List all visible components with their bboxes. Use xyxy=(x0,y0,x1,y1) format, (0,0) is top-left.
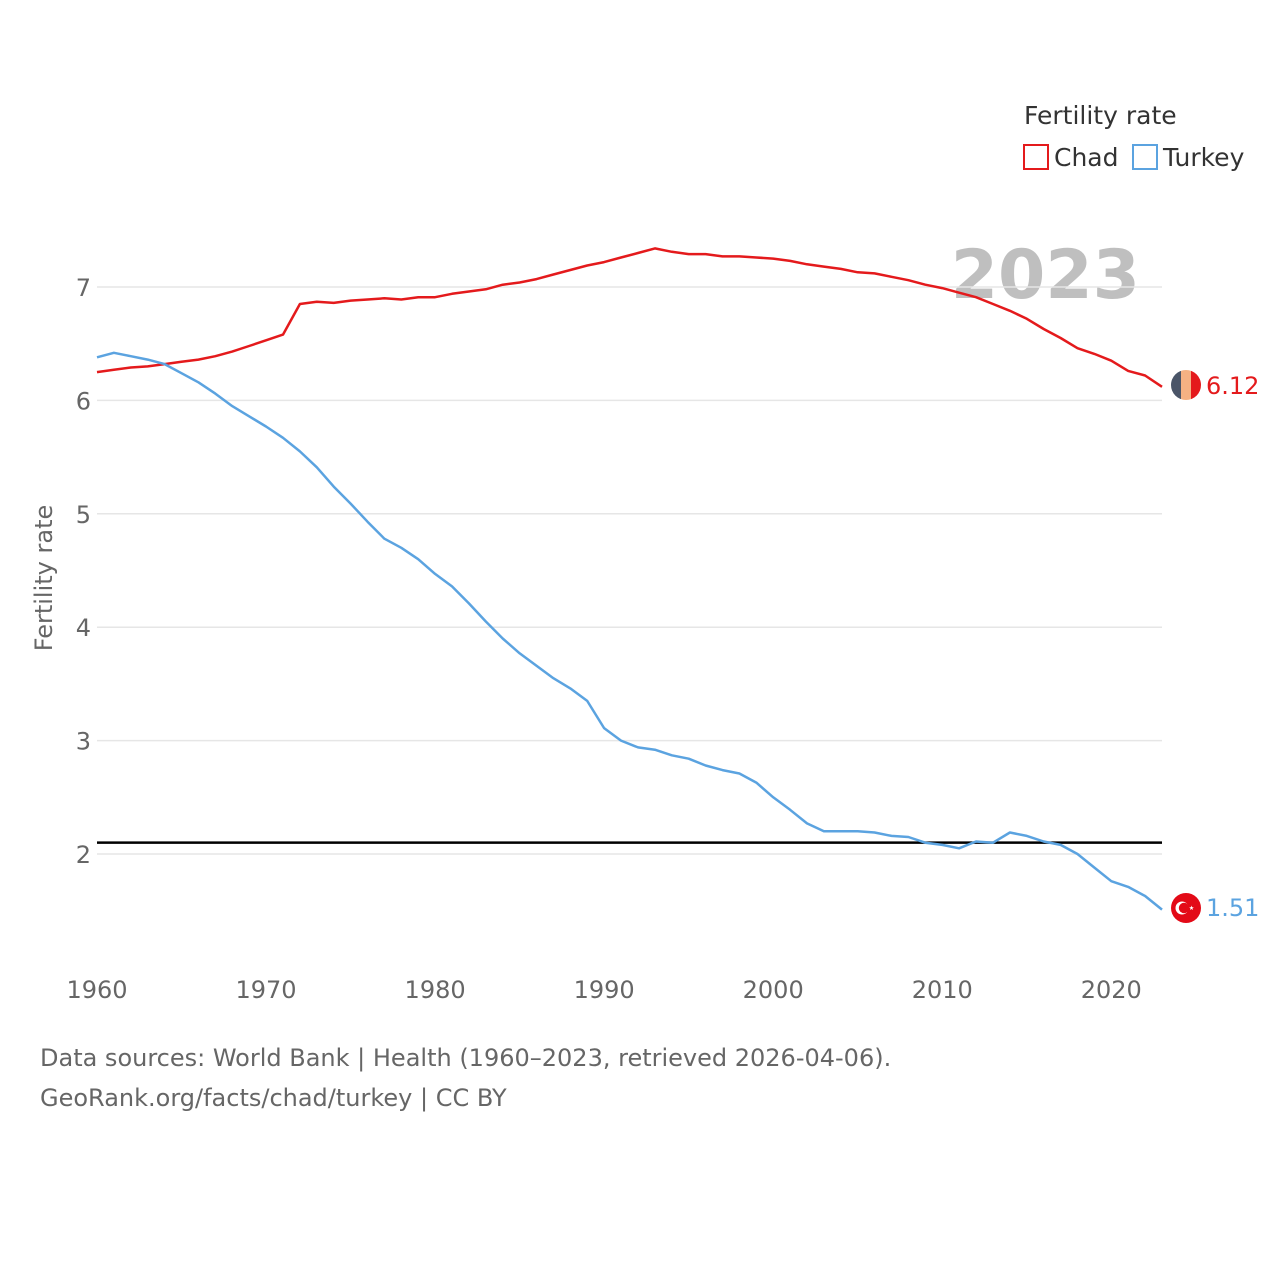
legend-swatch-turkey xyxy=(1132,144,1158,170)
y-tick-label: 6 xyxy=(76,387,91,415)
legend: Fertility rate Chad Turkey xyxy=(1023,101,1245,172)
legend-label-turkey: Turkey xyxy=(1162,143,1245,172)
x-tick-label: 1990 xyxy=(574,976,635,1004)
y-tick-labels: 2 3 4 5 6 7 xyxy=(76,274,91,869)
y-tick-label: 4 xyxy=(76,614,91,642)
legend-swatch-chad xyxy=(1023,144,1049,170)
series-line-turkey[interactable] xyxy=(96,351,1163,911)
attribution-link[interactable]: GeoRank.org/facts/chad/turkey | CC BY xyxy=(40,1084,507,1112)
x-tick-label: 1960 xyxy=(66,976,127,1004)
x-tick-labels: 1960 1970 1980 1990 2000 2010 2020 xyxy=(66,976,1141,1004)
y-tick-label: 3 xyxy=(76,728,91,756)
legend-title: Fertility rate xyxy=(1024,101,1177,130)
y-tick-label: 5 xyxy=(76,501,91,529)
x-tick-label: 2010 xyxy=(912,976,973,1004)
legend-item-turkey[interactable]: Turkey xyxy=(1132,143,1245,172)
chad-flag-stripe-yellow xyxy=(1181,370,1191,400)
turkey-flag-star xyxy=(1189,905,1194,910)
chad-flag-stripe-red xyxy=(1191,370,1201,400)
legend-item-chad[interactable]: Chad xyxy=(1023,143,1119,172)
data-sources-note: Data sources: World Bank | Health (1960–… xyxy=(40,1044,892,1072)
end-value-label-turkey: 1.51 xyxy=(1206,894,1259,922)
y-tick-label: 2 xyxy=(76,841,91,869)
grid-lines xyxy=(97,286,1162,855)
y-tick-label: 7 xyxy=(76,274,91,302)
chad-flag-stripe-blue xyxy=(1171,370,1181,400)
x-tick-label: 2000 xyxy=(743,976,804,1004)
chad-flag-marker xyxy=(1171,370,1201,400)
legend-label-chad: Chad xyxy=(1054,143,1119,172)
year-badge: 2023 xyxy=(951,236,1140,315)
turkey-flag-crescent-inner xyxy=(1178,902,1190,914)
x-tick-label: 1980 xyxy=(405,976,466,1004)
x-tick-label: 1970 xyxy=(236,976,297,1004)
y-axis-title: Fertility rate xyxy=(30,505,58,652)
end-value-label-chad: 6.12 xyxy=(1206,372,1259,400)
turkey-flag-marker xyxy=(1171,893,1201,923)
x-tick-label: 2020 xyxy=(1081,976,1142,1004)
series-line-chad[interactable] xyxy=(96,247,1163,388)
series-lines xyxy=(96,247,1163,911)
